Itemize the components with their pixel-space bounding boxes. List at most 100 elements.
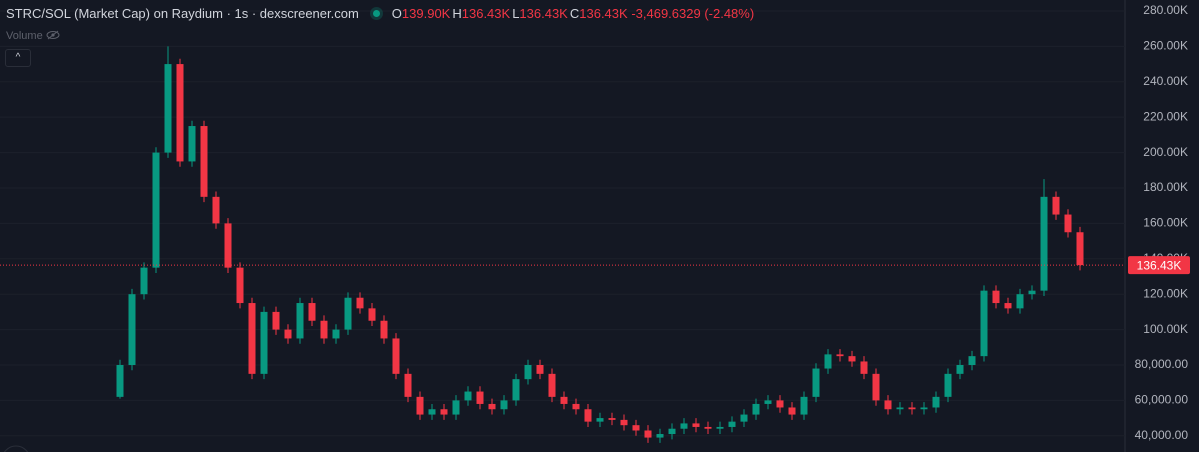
header: STRC/SOL (Market Cap) on Raydium · 1s · … xyxy=(6,6,754,21)
candle-body xyxy=(572,403,580,410)
ohlc-value: 136.43K xyxy=(461,6,511,21)
candle-body xyxy=(1076,232,1084,266)
candle-body xyxy=(404,373,412,397)
candle-body xyxy=(752,403,760,415)
candle-body xyxy=(728,421,736,427)
candle-body xyxy=(548,373,556,397)
y-tick-label: 60,000.00 xyxy=(1135,393,1189,407)
candle-body xyxy=(224,223,232,268)
candle-body xyxy=(416,396,424,415)
candle-body xyxy=(440,409,448,415)
candle-body xyxy=(716,426,724,429)
candle-body xyxy=(272,311,280,330)
candle-body xyxy=(212,196,220,224)
candle-body xyxy=(476,391,484,404)
ohlc-key: L xyxy=(512,6,520,21)
candle-body xyxy=(368,308,376,321)
candle-body xyxy=(944,373,952,397)
candle-body xyxy=(692,423,700,427)
candle-body xyxy=(632,425,640,431)
candle-body xyxy=(392,338,400,374)
candle-body xyxy=(1052,196,1060,215)
candle-body xyxy=(236,267,244,304)
candle-body xyxy=(200,126,208,197)
candle-body xyxy=(1004,303,1012,309)
candle-body xyxy=(332,329,340,339)
candle-body xyxy=(872,373,880,401)
candle-body xyxy=(824,354,832,369)
candle-body xyxy=(152,152,160,268)
candle-body xyxy=(536,364,544,374)
candle-body xyxy=(248,303,256,374)
candle-body xyxy=(1028,290,1036,295)
candle-body xyxy=(776,400,784,408)
candle-body xyxy=(596,418,604,422)
candle-body xyxy=(980,290,988,357)
candle-body xyxy=(176,64,184,162)
candle-body xyxy=(1040,196,1048,291)
candle-body xyxy=(992,290,1000,304)
candle-body xyxy=(164,64,172,153)
corner-button[interactable] xyxy=(2,445,30,452)
ohlc-key: C xyxy=(569,6,580,21)
candle-body xyxy=(848,356,856,362)
candle-body xyxy=(908,407,916,410)
ohlc-legend: O139.90K H136.43K L136.43K C136.43K xyxy=(390,6,628,21)
eye-icon xyxy=(46,30,60,40)
candle-body xyxy=(428,409,436,415)
ohlc-value: 136.43K xyxy=(579,6,628,21)
candle-body xyxy=(788,407,796,415)
candle-body xyxy=(380,320,388,339)
candle-body xyxy=(740,414,748,422)
chart-title: STRC/SOL (Market Cap) on Raydium · 1s · … xyxy=(6,6,359,21)
candle-body xyxy=(488,403,496,410)
candle-body xyxy=(512,379,520,401)
candle-body xyxy=(356,297,364,309)
change: -3,469.6329 (-2.48%) xyxy=(631,6,755,21)
collapse-button[interactable]: ^ xyxy=(5,49,31,67)
candle-body xyxy=(188,126,196,162)
candle-body xyxy=(344,297,352,330)
candle-body xyxy=(260,311,268,374)
candle-body xyxy=(140,267,148,295)
candle-body xyxy=(116,364,124,397)
candle-body xyxy=(500,400,508,410)
candle-body xyxy=(860,361,868,374)
y-tick-label: 200.00K xyxy=(1143,145,1188,159)
candle-body xyxy=(1064,214,1072,233)
candle-body xyxy=(1016,294,1024,309)
y-tick-label: 280.00K xyxy=(1143,3,1188,17)
candle-body xyxy=(920,407,928,410)
candle-body xyxy=(284,329,292,339)
candle-body xyxy=(608,418,616,420)
candle-body xyxy=(668,428,676,435)
last-price-label: 136.43K xyxy=(1137,258,1182,272)
status-dot xyxy=(372,10,380,17)
y-tick-label: 180.00K xyxy=(1143,180,1188,194)
y-tick-label: 80,000.00 xyxy=(1135,357,1189,371)
candle-body xyxy=(464,391,472,401)
volume-text: Volume xyxy=(6,30,43,42)
candle-body xyxy=(764,400,772,404)
y-tick-label: 40,000.00 xyxy=(1135,428,1189,442)
candle-body xyxy=(956,364,964,374)
candle-body xyxy=(704,426,712,429)
candle-body xyxy=(896,407,904,410)
candle-body xyxy=(620,419,628,426)
volume-label[interactable]: Volume xyxy=(6,29,60,42)
candle-body xyxy=(884,400,892,410)
candle-body xyxy=(800,396,808,415)
last-price-tag xyxy=(1128,256,1190,275)
y-tick-label: 120.00K xyxy=(1143,286,1188,300)
candle-body xyxy=(296,303,304,339)
y-tick-label: 100.00K xyxy=(1143,322,1188,336)
candle-body xyxy=(836,354,844,357)
candle-body xyxy=(680,423,688,429)
y-tick-label: 240.00K xyxy=(1143,74,1188,88)
candle-body xyxy=(308,303,316,321)
candle-body xyxy=(452,400,460,415)
y-tick-label: 220.00K xyxy=(1143,109,1188,123)
candle-body xyxy=(656,434,664,438)
candle-body xyxy=(524,364,532,380)
